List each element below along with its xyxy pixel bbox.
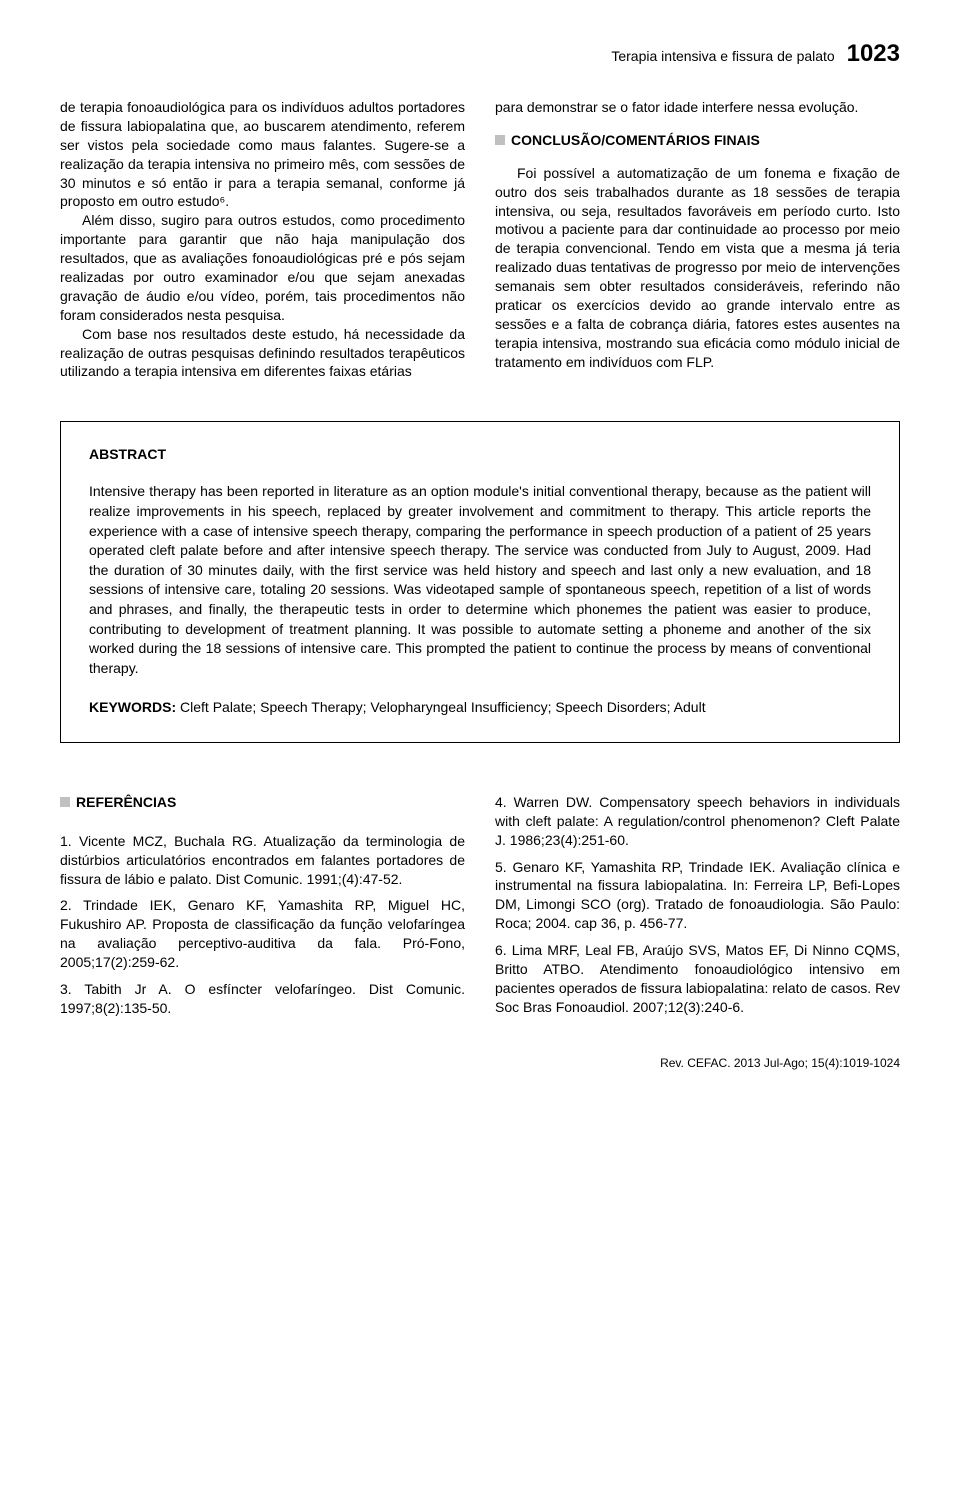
references-right-column: 4. Warren DW. Compensatory speech behavi… [495, 793, 900, 1026]
abstract-box: ABSTRACT Intensive therapy has been repo… [60, 421, 900, 743]
body-paragraph: de terapia fonoaudiológica para os indiv… [60, 98, 465, 211]
section-heading: CONCLUSÃO/COMENTÁRIOS FINAIS [495, 131, 900, 150]
keywords-text: Cleft Palate; Speech Therapy; Velopharyn… [176, 699, 705, 715]
reference-item: 3. Tabith Jr A. O esfíncter velofaríngeo… [60, 980, 465, 1018]
body-paragraph: Foi possível a automatização de um fonem… [495, 164, 900, 372]
running-title: Terapia intensiva e fissura de palato [611, 48, 834, 64]
abstract-title: ABSTRACT [89, 446, 871, 462]
body-paragraph: Com base nos resultados deste estudo, há… [60, 325, 465, 382]
references-heading: REFERÊNCIAS [60, 793, 465, 812]
bullet-icon [495, 135, 505, 145]
keywords-line: KEYWORDS: Cleft Palate; Speech Therapy; … [89, 698, 871, 718]
section-title-text: CONCLUSÃO/COMENTÁRIOS FINAIS [511, 132, 760, 148]
right-column: para demonstrar se o fator idade interfe… [495, 98, 900, 381]
reference-item: 4. Warren DW. Compensatory speech behavi… [495, 793, 900, 850]
reference-item: 2. Trindade IEK, Genaro KF, Yamashita RP… [60, 896, 465, 972]
body-columns: de terapia fonoaudiológica para os indiv… [60, 98, 900, 381]
running-header: Terapia intensiva e fissura de palato 10… [60, 40, 900, 68]
references-title-text: REFERÊNCIAS [76, 794, 176, 810]
keywords-label: KEYWORDS: [89, 699, 176, 715]
bullet-icon [60, 797, 70, 807]
reference-item: 5. Genaro KF, Yamashita RP, Trindade IEK… [495, 858, 900, 934]
references-columns: REFERÊNCIAS 1. Vicente MCZ, Buchala RG. … [60, 793, 900, 1026]
left-column: de terapia fonoaudiológica para os indiv… [60, 98, 465, 381]
reference-item: 1. Vicente MCZ, Buchala RG. Atualização … [60, 832, 465, 889]
abstract-text: Intensive therapy has been reported in l… [89, 482, 871, 678]
page-number: 1023 [847, 40, 900, 67]
body-paragraph: Além disso, sugiro para outros estudos, … [60, 211, 465, 324]
footer-citation: Rev. CEFAC. 2013 Jul-Ago; 15(4):1019-102… [60, 1056, 900, 1070]
body-paragraph: para demonstrar se o fator idade interfe… [495, 98, 900, 117]
reference-item: 6. Lima MRF, Leal FB, Araújo SVS, Matos … [495, 941, 900, 1017]
references-left-column: REFERÊNCIAS 1. Vicente MCZ, Buchala RG. … [60, 793, 465, 1026]
